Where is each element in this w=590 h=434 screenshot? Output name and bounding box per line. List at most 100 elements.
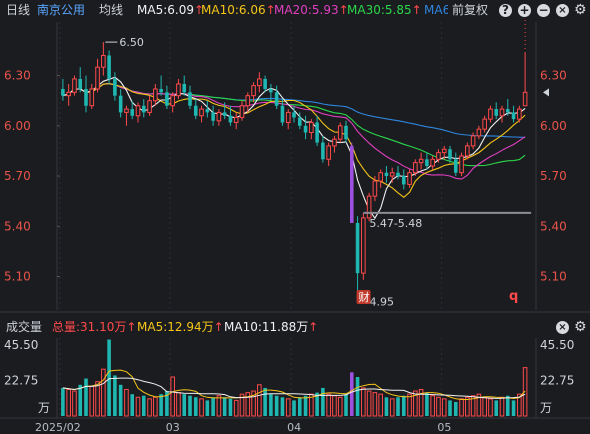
- volume-bar: [465, 396, 470, 417]
- price-ytick-left: 5.70: [4, 169, 31, 183]
- volume-bar: [72, 390, 77, 417]
- candle-body: [211, 112, 215, 121]
- low-label: 4.95: [370, 296, 395, 309]
- candle-body: [372, 180, 378, 197]
- candle-body: [470, 135, 476, 147]
- volume-bar: [511, 400, 516, 416]
- candle-body: [499, 108, 505, 117]
- volume-bar: [113, 375, 117, 416]
- volume-bar: [459, 398, 464, 417]
- candle-body: [332, 138, 337, 147]
- volume-close-icon[interactable]: ×: [556, 321, 569, 334]
- volume-settings-gear-icon[interactable]: ⚙: [574, 319, 587, 335]
- xaxis-label: 03: [166, 421, 180, 434]
- volume-bar: [396, 397, 400, 416]
- candle-body: [135, 105, 141, 117]
- price-ytick-left: 6.00: [4, 119, 31, 133]
- candle-body: [188, 92, 192, 106]
- candle-body: [274, 92, 279, 106]
- candle-body: [482, 118, 487, 130]
- volume-bar: [482, 396, 487, 417]
- volume-unit-right: 万: [540, 401, 552, 415]
- candle-body: [448, 149, 452, 160]
- volume-bar: [66, 388, 71, 417]
- volume-ma5-line: [62, 369, 526, 400]
- candle-body: [441, 148, 447, 154]
- volume-bar: [366, 390, 372, 417]
- volume-bar: [517, 393, 522, 417]
- candle-body: [488, 108, 493, 120]
- candle-body: [251, 85, 256, 97]
- close-icon[interactable]: ×: [556, 4, 569, 17]
- volume-bar: [280, 397, 285, 416]
- period-selector[interactable]: 日线: [6, 3, 31, 17]
- volume-bar: [361, 387, 366, 417]
- volume-bar: [239, 393, 245, 417]
- settings-gear-icon[interactable]: ⚙: [574, 2, 587, 18]
- volume-bar: [153, 396, 158, 417]
- volume-bar: [176, 392, 181, 417]
- volume-bar: [159, 394, 163, 416]
- candle-body: [396, 172, 400, 177]
- candle-body: [280, 105, 285, 123]
- candle-body: [315, 122, 319, 143]
- earnings-badge: 财: [359, 290, 370, 304]
- volume-bar: [193, 397, 198, 416]
- ma20-legend: MA20:5.93↑: [274, 3, 349, 17]
- volume-bar: [321, 387, 325, 416]
- candle-body: [303, 125, 308, 133]
- volume-bar: [425, 392, 429, 416]
- price-ytick-left: 5.10: [4, 270, 31, 284]
- volume-bar: [170, 376, 175, 417]
- ma-type-selector[interactable]: 均线: [99, 3, 124, 17]
- volume-bar: [494, 400, 499, 416]
- volume-bar: [118, 384, 123, 416]
- price-ytick-right: 6.30: [540, 69, 567, 83]
- candle-body: [95, 66, 100, 90]
- candle-body: [366, 195, 372, 219]
- volume-unit-left: 万: [38, 401, 50, 415]
- zoom-out-icon[interactable]: −: [537, 3, 550, 17]
- price-ytick-right: 5.70: [540, 169, 567, 183]
- candle-body: [222, 112, 227, 116]
- candle-body: [337, 125, 343, 140]
- earnings-badge-bg: [356, 290, 371, 304]
- volume-header: 成交量 总量:31.10万↑ MA5:12.94万↑ MA10:11.88万↑: [0, 318, 590, 336]
- candle-body: [292, 112, 296, 118]
- adjust-selector[interactable]: 前复权: [448, 0, 489, 20]
- candle-body: [66, 91, 71, 97]
- candle-body: [199, 108, 204, 117]
- candle-body: [107, 55, 111, 79]
- volume-bar: [216, 395, 222, 417]
- candle-body: [349, 145, 354, 223]
- candle-body: [113, 78, 117, 96]
- volume-bar: [401, 395, 406, 416]
- volume-bar: [147, 398, 152, 417]
- volume-bar: [269, 394, 273, 416]
- candle-body: [413, 162, 418, 174]
- candle-body: [321, 142, 325, 160]
- candle-body: [459, 155, 464, 174]
- volume-bar: [315, 392, 319, 416]
- volume-bar: [101, 368, 106, 417]
- candle-body: [297, 117, 302, 126]
- volume-bar: [165, 391, 169, 416]
- candle-body: [141, 105, 146, 113]
- volume-total: 总量:31.10万↑: [52, 320, 137, 334]
- candle-body: [453, 159, 458, 173]
- stock-name[interactable]: 南京公用: [37, 3, 86, 17]
- zoom-in-icon[interactable]: +: [518, 3, 531, 17]
- current-price-pointer: [543, 88, 549, 97]
- help-icon[interactable]: ?: [499, 4, 512, 17]
- volume-bar: [355, 377, 360, 416]
- candle-body: [494, 109, 499, 116]
- price-ytick-right: 6.00: [540, 119, 567, 133]
- volume-bar: [326, 393, 331, 417]
- volume-bar: [389, 398, 395, 417]
- volume-bar: [61, 387, 65, 416]
- candle-body: [522, 91, 528, 107]
- volume-bar: [522, 367, 528, 417]
- candle-body: [239, 105, 245, 118]
- candle-body: [176, 83, 181, 97]
